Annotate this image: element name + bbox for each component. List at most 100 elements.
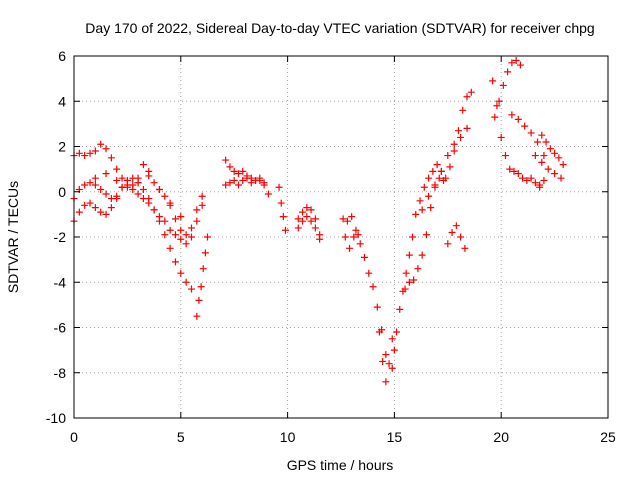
data-point — [113, 176, 121, 184]
data-point — [86, 149, 94, 157]
x-tick-label: 5 — [177, 429, 185, 445]
data-point — [538, 158, 546, 166]
data-point — [230, 176, 238, 184]
y-tick-label: 6 — [58, 48, 66, 64]
y-tick-label: 0 — [58, 184, 66, 200]
data-point — [506, 165, 514, 173]
data-point — [123, 183, 131, 191]
data-point — [81, 152, 89, 160]
data-point — [493, 102, 501, 110]
data-point — [433, 161, 441, 169]
data-point — [97, 185, 105, 193]
data-point — [365, 269, 373, 277]
data-point — [243, 174, 251, 182]
data-point — [230, 167, 238, 175]
series-track-8 — [275, 183, 289, 234]
data-point — [91, 204, 99, 212]
series-track-5 — [193, 233, 211, 320]
data-point — [123, 176, 131, 184]
data-point — [412, 210, 420, 218]
data-point — [461, 244, 469, 252]
data-point — [150, 179, 158, 187]
data-point — [166, 226, 174, 234]
series-track-4 — [91, 170, 185, 221]
y-axis-label: SDTVAR / TECUs — [5, 181, 21, 293]
data-point — [155, 213, 163, 221]
data-point — [201, 249, 209, 257]
data-point — [86, 199, 94, 207]
data-point — [546, 145, 554, 153]
data-point — [446, 163, 454, 171]
data-point — [450, 147, 458, 155]
data-point — [226, 179, 234, 187]
data-point — [91, 174, 99, 182]
y-tick-label: -4 — [54, 274, 67, 290]
data-point — [139, 195, 147, 203]
data-point — [281, 226, 289, 234]
data-point — [145, 199, 153, 207]
data-point — [239, 167, 247, 175]
data-point — [234, 170, 242, 178]
y-tick-label: 4 — [58, 93, 66, 109]
data-point — [444, 152, 452, 160]
data-point — [97, 208, 105, 216]
data-point — [409, 233, 417, 241]
data-point — [489, 77, 497, 85]
data-point — [193, 312, 201, 320]
data-point — [448, 228, 456, 236]
data-point — [382, 351, 390, 359]
data-point — [512, 57, 520, 65]
data-point — [559, 161, 567, 169]
data-point — [542, 138, 550, 146]
data-point — [369, 283, 377, 291]
data-point — [454, 127, 462, 135]
data-point — [519, 174, 527, 182]
data-point — [551, 149, 559, 157]
data-point — [527, 174, 535, 182]
data-point — [425, 174, 433, 182]
data-point — [177, 269, 185, 277]
series-track-14 — [388, 88, 475, 372]
data-point — [113, 165, 121, 173]
data-point — [429, 167, 437, 175]
data-point — [171, 231, 179, 239]
data-point — [523, 176, 531, 184]
data-point — [354, 231, 362, 239]
data-point — [177, 213, 185, 221]
data-point — [437, 167, 445, 175]
series-track-20 — [508, 111, 548, 160]
data-point — [422, 231, 430, 239]
data-point — [534, 138, 542, 146]
data-point — [544, 165, 552, 173]
data-point — [177, 226, 185, 234]
data-point — [457, 233, 465, 241]
data-point — [410, 276, 418, 284]
data-point — [401, 285, 409, 293]
data-point — [343, 217, 351, 225]
data-point — [352, 226, 360, 234]
data-point — [97, 140, 105, 148]
data-points — [70, 57, 567, 386]
data-point — [390, 346, 398, 354]
series-track-12 — [341, 231, 362, 252]
data-point — [350, 233, 358, 241]
data-point — [294, 215, 302, 223]
data-point — [171, 258, 179, 266]
data-point — [531, 179, 539, 187]
data-point — [307, 206, 315, 214]
data-point — [299, 217, 307, 225]
data-point — [311, 215, 319, 223]
data-point — [508, 59, 516, 67]
data-point — [299, 208, 307, 216]
series-track-13 — [375, 328, 396, 386]
data-point — [316, 235, 324, 243]
series-track-7 — [222, 174, 268, 189]
data-point — [294, 224, 302, 232]
data-point — [557, 174, 565, 182]
data-point — [348, 213, 356, 221]
data-point — [497, 133, 505, 141]
x-tick-label: 0 — [70, 429, 78, 445]
data-point — [145, 172, 153, 180]
data-point — [385, 360, 393, 368]
data-point — [538, 131, 546, 139]
